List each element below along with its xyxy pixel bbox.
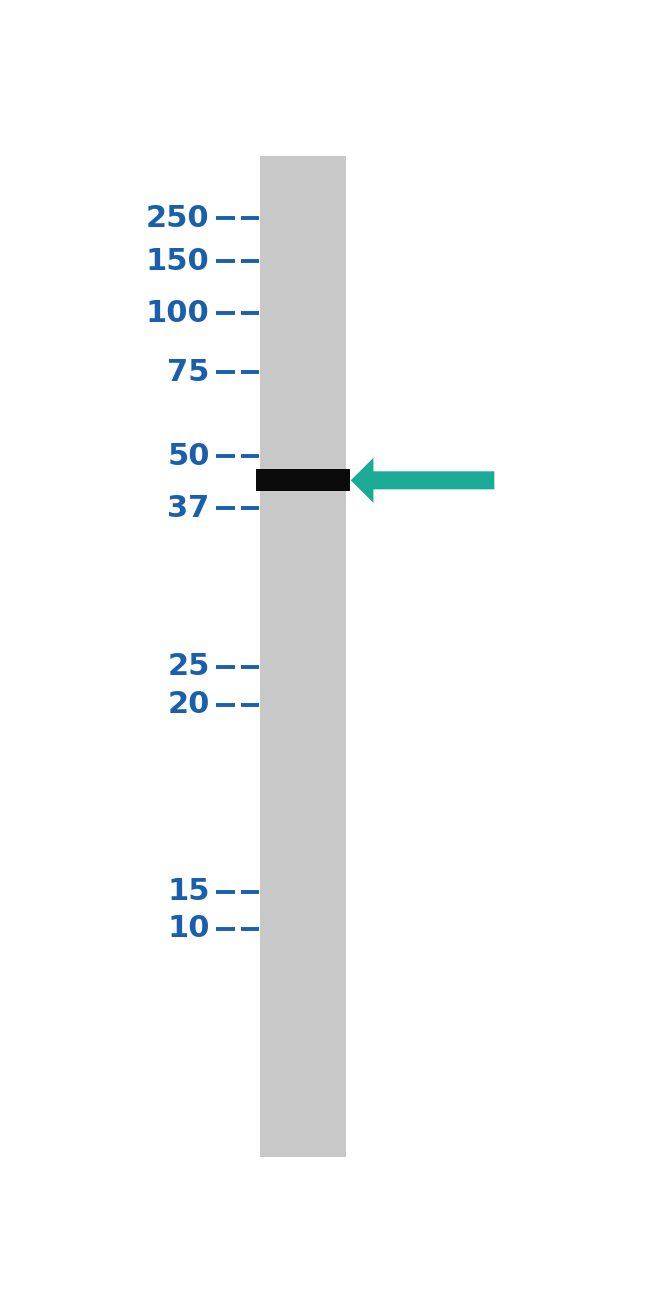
Text: 15: 15 <box>167 878 210 906</box>
Text: 25: 25 <box>167 653 210 681</box>
Text: 20: 20 <box>167 690 210 719</box>
Text: 75: 75 <box>167 358 210 386</box>
Text: 37: 37 <box>168 494 210 523</box>
Text: 50: 50 <box>167 442 210 471</box>
Text: 250: 250 <box>146 204 210 233</box>
Bar <box>260 156 346 1157</box>
Text: 150: 150 <box>146 247 210 276</box>
Text: 100: 100 <box>146 299 210 328</box>
Bar <box>256 469 350 491</box>
Text: 10: 10 <box>167 914 210 944</box>
FancyArrow shape <box>351 458 494 503</box>
